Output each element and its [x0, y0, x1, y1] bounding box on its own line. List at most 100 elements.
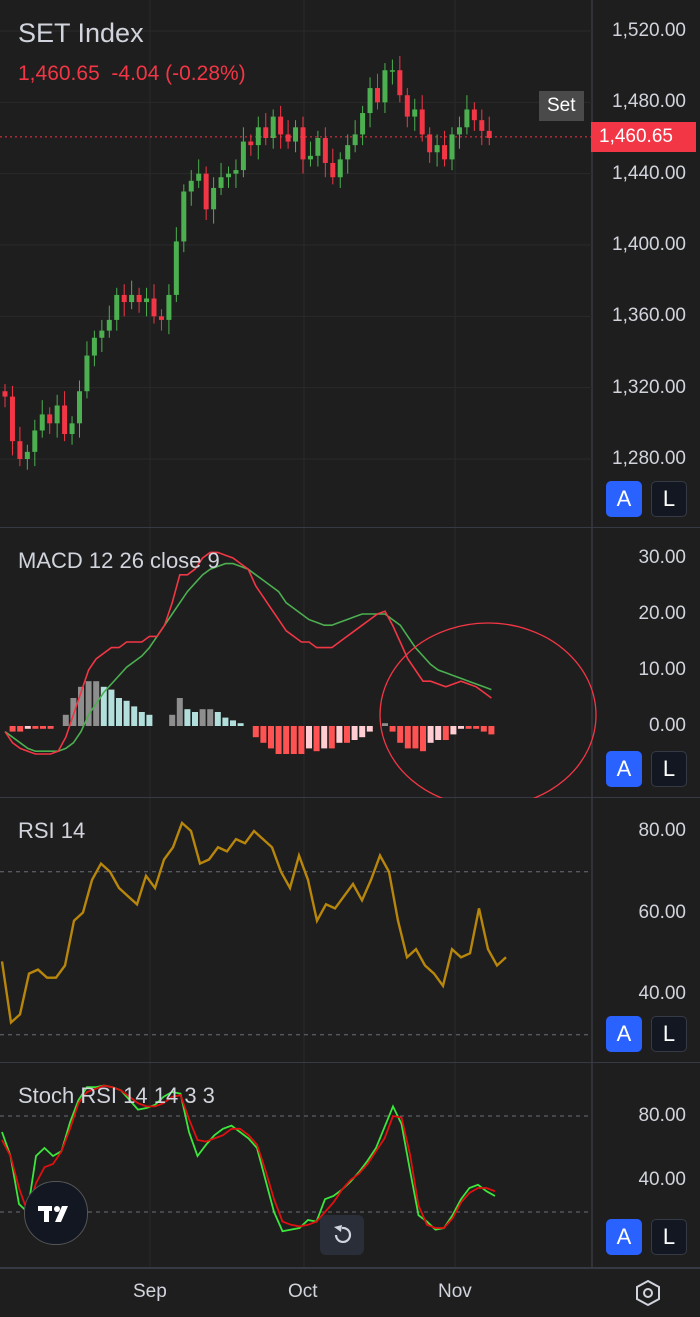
- macd-chart[interactable]: [0, 528, 700, 798]
- signal-line: [4, 562, 492, 752]
- settings-button[interactable]: [630, 1277, 666, 1309]
- log-scale-button[interactable]: L: [651, 481, 687, 517]
- macd-histogram-bar: [283, 726, 290, 754]
- macd-histogram-bar: [40, 726, 46, 729]
- candle-body: [412, 109, 418, 117]
- candle-body: [136, 294, 142, 303]
- stoch-title: Stoch RSI 14 14 3 3: [18, 1083, 215, 1108]
- tv-logo-icon: [38, 1206, 68, 1222]
- macd-histogram-bar: [382, 723, 388, 726]
- macd-histogram-bar: [108, 689, 115, 726]
- macd-histogram-bar: [131, 706, 138, 726]
- candle-body: [255, 127, 261, 146]
- axis-tick-label: 20.00: [638, 603, 686, 624]
- axis-tick-label: 1,360.00: [612, 305, 686, 327]
- stoch-rsi-pane[interactable]: Stoch RSI 14 14 3 3 80.00 40.00 A L: [0, 1063, 700, 1268]
- macd-histogram-bar: [366, 726, 373, 732]
- time-label-oct: Oct: [288, 1281, 318, 1302]
- macd-histogram-bar: [397, 726, 404, 743]
- axis-tick-label: 40.00: [638, 1169, 686, 1190]
- macd-histogram-bar: [78, 686, 84, 726]
- candle-body: [181, 191, 187, 242]
- candle-body: [434, 145, 440, 153]
- candle-body: [479, 120, 485, 131]
- candle-body: [285, 134, 291, 142]
- macd-pane[interactable]: MACD 12 26 close 9 30.00 20.00 10.00 0.00 A…: [0, 528, 700, 798]
- macd-histogram-bar: [328, 726, 335, 749]
- macd-histogram-bar: [146, 714, 153, 726]
- rsi-chart[interactable]: [0, 798, 700, 1063]
- time-axis[interactable]: Sep Oct Nov: [0, 1268, 700, 1317]
- candle-body: [24, 451, 30, 459]
- stoch-rsi-chart[interactable]: [0, 1063, 700, 1268]
- axis-tick-label: 1,480.00: [612, 91, 686, 113]
- candle-body: [278, 116, 284, 135]
- candle-body: [173, 241, 179, 295]
- candle-body: [486, 130, 492, 138]
- macd-histogram-bar: [230, 720, 236, 726]
- auto-scale-button[interactable]: A: [606, 481, 642, 517]
- candle-body: [158, 316, 164, 320]
- candle-body: [315, 138, 321, 156]
- candle-body: [233, 170, 239, 174]
- macd-histogram-bar: [214, 712, 221, 726]
- log-scale-button[interactable]: L: [651, 1016, 687, 1052]
- price-tag: 1,460.65: [591, 122, 696, 152]
- tradingview-logo[interactable]: [24, 1181, 88, 1245]
- candle-body: [375, 88, 380, 103]
- last-price: 1,460.65: [18, 62, 100, 85]
- log-scale-button[interactable]: L: [651, 751, 687, 787]
- axis-tick-label: 60.00: [638, 901, 686, 923]
- candlestick-chart[interactable]: [0, 0, 700, 528]
- rsi-line: [0, 820, 507, 1025]
- candle-body: [62, 405, 68, 435]
- auto-scale-button[interactable]: A: [606, 1219, 642, 1255]
- candle-body: [337, 159, 343, 178]
- macd-histogram-bar: [336, 726, 343, 743]
- candle-body: [47, 414, 53, 424]
- macd-histogram-bar: [427, 726, 434, 743]
- macd-histogram-bar: [169, 714, 176, 726]
- price-pane[interactable]: SET Index 1,460.65 -4.04 (-0.28%) Set 1,…: [0, 0, 700, 528]
- rsi-title: RSI 14: [18, 818, 86, 843]
- auto-scale-button[interactable]: A: [606, 1016, 642, 1052]
- macd-histogram-bar: [116, 698, 122, 726]
- time-label-sep: Sep: [133, 1281, 167, 1302]
- macd-histogram-bar: [313, 726, 320, 752]
- macd-histogram-bar: [62, 714, 69, 726]
- log-scale-button[interactable]: L: [651, 1219, 687, 1255]
- macd-histogram-bar: [404, 726, 411, 749]
- macd-histogram-bar: [17, 726, 24, 732]
- axis-tick-label: 10.00: [638, 659, 686, 680]
- series-tag: Set: [539, 91, 584, 121]
- stoch-d-line: [1, 1084, 496, 1229]
- macd-histogram-bar: [412, 726, 419, 749]
- candle-body: [203, 173, 209, 210]
- reset-chart-button[interactable]: [320, 1215, 364, 1255]
- candle-body: [121, 294, 127, 303]
- candle-body: [9, 396, 15, 442]
- macd-histogram-bar: [420, 726, 426, 752]
- candle-body: [2, 391, 8, 397]
- macd-histogram-bar: [442, 726, 449, 740]
- macd-histogram-bar: [207, 709, 214, 726]
- axis-tick-label: 80.00: [638, 820, 686, 841]
- candle-body: [151, 298, 157, 317]
- axis-tick-label: 1,440.00: [612, 162, 686, 184]
- macd-histogram-bar: [176, 698, 183, 726]
- candle-body: [442, 145, 448, 160]
- rsi-pane[interactable]: RSI 14 80.00 60.00 40.00 A L: [0, 798, 700, 1063]
- stoch-k-line: [1, 1084, 496, 1233]
- macd-histogram-bar: [435, 726, 442, 740]
- candle-body: [263, 127, 269, 138]
- candle-body: [39, 414, 45, 431]
- macd-histogram-bar: [199, 709, 206, 726]
- axis-tick-label: 80.00: [638, 1105, 686, 1126]
- macd-histogram-bar: [192, 712, 198, 726]
- candle-body: [397, 70, 403, 96]
- candle-body: [248, 141, 254, 146]
- candle-body: [218, 177, 224, 188]
- macd-histogram-bar: [480, 726, 487, 732]
- auto-scale-button[interactable]: A: [606, 751, 642, 787]
- macd-histogram-bar: [85, 681, 92, 726]
